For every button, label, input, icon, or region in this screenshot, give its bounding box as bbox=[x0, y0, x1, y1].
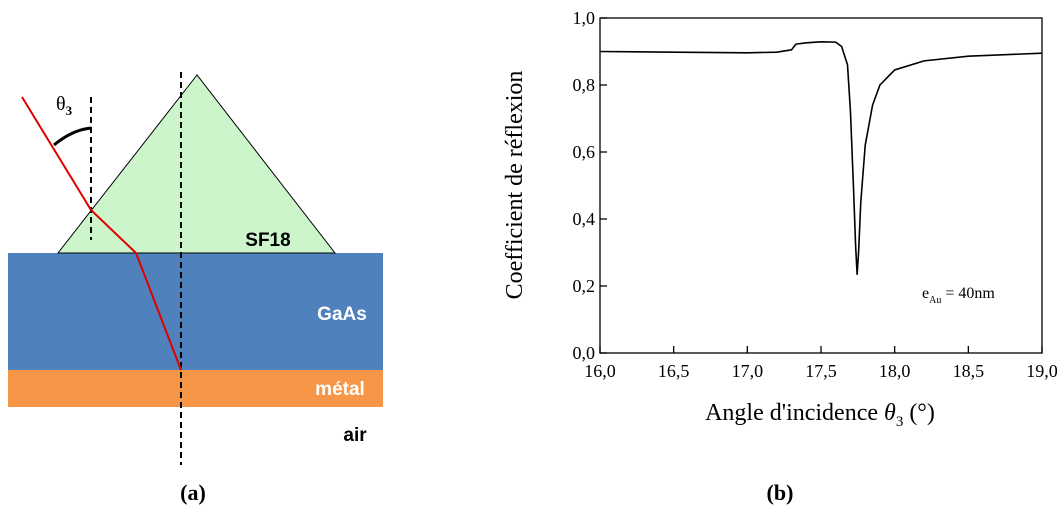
angle-label: θ3 bbox=[56, 93, 73, 118]
air-label: air bbox=[343, 425, 367, 446]
angle-symbol: θ bbox=[56, 93, 66, 115]
y-tick-label: 0,6 bbox=[573, 142, 596, 162]
gaas-label: GaAs bbox=[317, 304, 367, 325]
metal-label: métal bbox=[315, 379, 365, 400]
y-tick-label: 0,2 bbox=[573, 276, 596, 296]
prism bbox=[56, 74, 337, 254]
annotation-rest: = 40nm bbox=[945, 285, 995, 302]
x-axis-label-symbol: θ bbox=[884, 400, 896, 426]
x-axis-label: Angle d'incidence θ3 (°) bbox=[705, 400, 935, 430]
x-tick-label: 17,5 bbox=[805, 361, 837, 381]
x-tick-label: 19,0 bbox=[1026, 361, 1058, 381]
x-axis-label-unit: (°) bbox=[909, 400, 935, 426]
caption: (b) bbox=[767, 480, 794, 505]
metal-layer bbox=[8, 370, 383, 407]
x-tick-label: 18,0 bbox=[879, 361, 911, 381]
x-axis-label-text: Angle d'incidence bbox=[705, 400, 878, 426]
plot-frame bbox=[599, 17, 1043, 354]
y-tick-label: 1,0 bbox=[573, 8, 596, 28]
y-tick-label: 0,4 bbox=[573, 209, 596, 229]
y-tick-label: 0,8 bbox=[573, 75, 596, 95]
annotation-subscript: Au bbox=[929, 295, 941, 306]
annotation: eAu = 40nm bbox=[922, 285, 995, 306]
x-tick-label: 18,5 bbox=[953, 361, 985, 381]
y-tick-label: 0,0 bbox=[573, 343, 596, 363]
light-ray bbox=[21, 96, 182, 371]
angle-subscript: 3 bbox=[66, 103, 73, 118]
x-tick-label: 17,0 bbox=[732, 361, 764, 381]
y-axis-label: Coefficient de réflexion bbox=[502, 71, 528, 300]
caption: (a) bbox=[180, 480, 206, 505]
x-tick-label: 16,5 bbox=[658, 361, 690, 381]
angle-arc bbox=[53, 126, 92, 147]
prism-label: SF18 bbox=[245, 230, 290, 251]
gaas-layer bbox=[8, 253, 383, 370]
x-tick-label: 16,0 bbox=[584, 361, 616, 381]
chart: (b) Coefficient de réflexion Angle d'inc… bbox=[502, 8, 1058, 505]
data-line bbox=[599, 40, 1043, 276]
annotation-text: e bbox=[922, 285, 929, 302]
x-axis-label-subscript: 3 bbox=[896, 414, 904, 430]
diagram: θ3 SF18 GaAs métal air (a) bbox=[8, 72, 383, 505]
